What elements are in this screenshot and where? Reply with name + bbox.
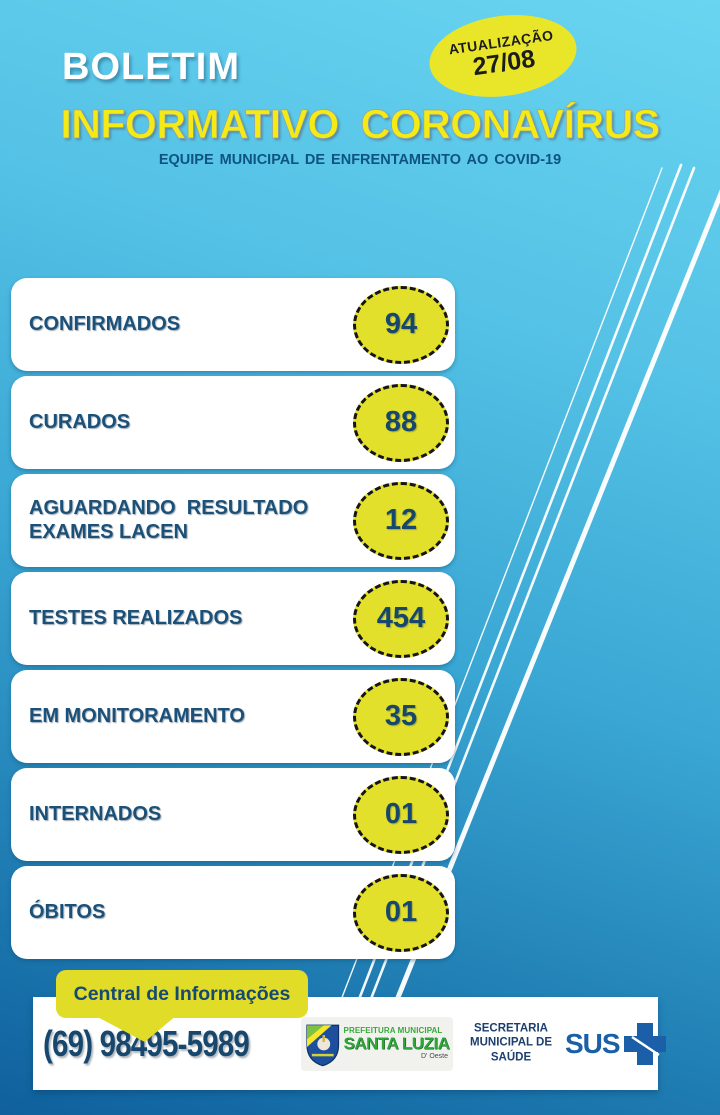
stat-card-em-monitoramento: EM MONITORAMENTO 35 <box>11 670 455 763</box>
city-crest-icon <box>306 1024 340 1066</box>
stat-value-ellipse: 94 <box>353 285 449 364</box>
stat-label: INTERNADOS <box>29 802 162 825</box>
stat-label: CONFIRMADOS <box>29 312 181 335</box>
stat-value: 12 <box>384 504 418 536</box>
city-logo-text: PREFEITURA MUNICIPAL SANTA LUZIA D' Oest… <box>343 1026 450 1061</box>
stat-value: 88 <box>384 406 418 438</box>
stat-value-ellipse: 01 <box>353 775 449 854</box>
stat-value-ellipse: 88 <box>353 383 449 462</box>
city-logo-name: SANTA LUZIA <box>343 1034 450 1053</box>
stat-value: 454 <box>376 602 426 634</box>
stat-card-internados: INTERNADOS 01 <box>11 768 455 861</box>
sus-logo-text: SUS <box>565 1027 621 1059</box>
city-logo-prefeitura-label: PREFEITURA MUNICIPAL <box>343 1026 443 1035</box>
stat-value: 94 <box>384 308 418 340</box>
stats-list: CONFIRMADOS 94 CURADOS 88 AGUARDANDO RES… <box>11 278 455 959</box>
page-subtitle: INFORMATIVO CORONAVÍRUS <box>60 101 660 148</box>
stat-card-confirmados: CONFIRMADOS 94 <box>11 278 455 371</box>
health-department-label: SECRETARIA MUNICIPAL DE SAÚDE <box>470 1022 552 1064</box>
city-hall-logo: PREFEITURA MUNICIPAL SANTA LUZIA D' Oest… <box>301 1016 453 1071</box>
city-logo-doeste-label: D' Oeste <box>420 1053 448 1060</box>
stat-value: 01 <box>384 798 418 830</box>
stat-card-aguardando-lacen: AGUARDANDO RESULTADO EXAMES LACEN 12 <box>11 474 455 567</box>
stat-label: AGUARDANDO RESULTADO EXAMES LACEN <box>29 496 314 543</box>
page-title: BOLETIM <box>62 46 240 88</box>
sus-cross-icon <box>623 1022 666 1065</box>
stat-value-ellipse: 35 <box>353 677 449 756</box>
stat-value-ellipse: 01 <box>353 873 449 952</box>
update-badge: ATUALIZAÇÃO 27/08 <box>424 6 582 106</box>
stat-value-ellipse: 12 <box>353 481 449 560</box>
team-caption: EQUIPE MUNICIPAL DE ENFRENTAMENTO AO COV… <box>158 152 562 168</box>
stat-value: 35 <box>384 700 418 732</box>
stat-label: EM MONITORAMENTO <box>29 704 245 727</box>
sus-logo: SUS <box>565 1021 668 1067</box>
stat-card-curados: CURADOS 88 <box>11 376 455 469</box>
info-bubble: Central de Informações <box>56 970 308 1018</box>
stat-card-testes-realizados: TESTES REALIZADOS 454 <box>11 572 455 665</box>
stat-value-ellipse: 454 <box>353 579 449 658</box>
stat-label: CURADOS <box>29 410 131 433</box>
stat-label: TESTES REALIZADOS <box>29 606 243 629</box>
stat-label: ÓBITOS <box>29 900 106 923</box>
stat-card-obitos: ÓBITOS 01 <box>11 866 455 959</box>
stat-value: 01 <box>384 896 418 928</box>
